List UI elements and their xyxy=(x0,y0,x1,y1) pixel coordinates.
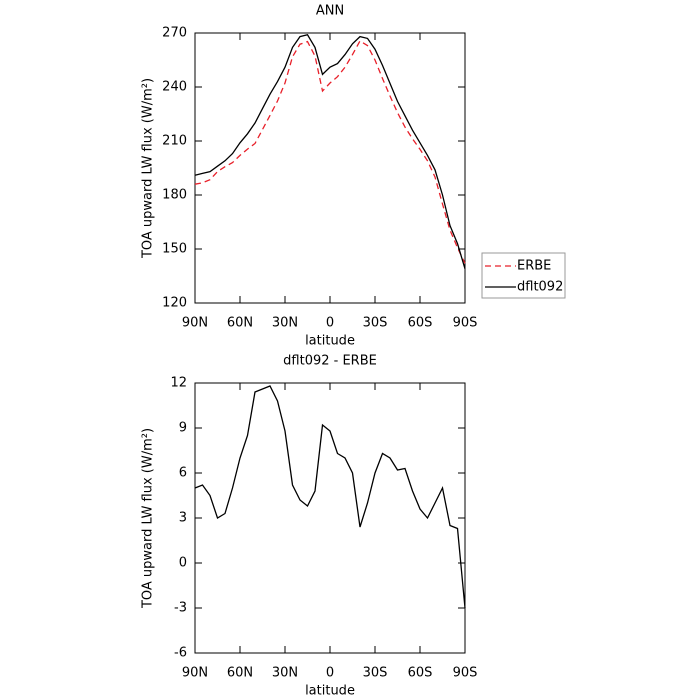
y-tick-label: 12 xyxy=(170,376,187,391)
x-tick-label: 30S xyxy=(363,316,388,331)
y-axis-label: TOA upward LW flux (W/m²) xyxy=(141,428,156,609)
x-tick-label: 30N xyxy=(272,666,298,681)
y-tick-label: 210 xyxy=(162,134,187,149)
x-tick-label: 0 xyxy=(326,666,334,681)
legend-label: dflt092 xyxy=(517,280,563,295)
x-tick-label: 90N xyxy=(182,316,208,331)
legend-label: ERBE xyxy=(517,259,551,274)
x-axis-label: latitude xyxy=(305,334,355,349)
x-tick-label: 30S xyxy=(363,666,388,681)
chart-title: dflt092 - ERBE xyxy=(283,354,377,369)
y-tick-label: 6 xyxy=(179,466,187,481)
chart-title: ANN xyxy=(316,4,344,19)
y-tick-label: -6 xyxy=(174,646,187,661)
y-tick-label: 0 xyxy=(179,556,187,571)
legend-box xyxy=(481,252,566,299)
x-axis-label: latitude xyxy=(305,684,355,699)
plot-frame xyxy=(194,32,466,304)
data-line xyxy=(194,385,466,609)
y-tick-label: 240 xyxy=(162,80,187,95)
x-tick-label: 30N xyxy=(272,316,298,331)
data-line xyxy=(194,39,466,264)
data-line xyxy=(194,34,466,269)
x-tick-label: 0 xyxy=(326,316,334,331)
y-tick-label: 150 xyxy=(162,242,187,257)
x-tick-label: 60S xyxy=(408,316,433,331)
y-tick-label: 270 xyxy=(162,26,187,41)
y-tick-label: -3 xyxy=(174,601,187,616)
y-tick-label: 9 xyxy=(179,421,187,436)
x-tick-label: 60N xyxy=(227,666,253,681)
y-tick-label: 120 xyxy=(162,296,187,311)
x-tick-label: 60S xyxy=(408,666,433,681)
x-tick-label: 90N xyxy=(182,666,208,681)
x-tick-label: 90S xyxy=(453,666,478,681)
y-tick-label: 3 xyxy=(179,511,187,526)
y-tick-label: 180 xyxy=(162,188,187,203)
y-axis-label: TOA upward LW flux (W/m²) xyxy=(141,78,156,259)
plot-frame xyxy=(194,382,466,654)
x-tick-label: 90S xyxy=(453,316,478,331)
x-tick-label: 60N xyxy=(227,316,253,331)
